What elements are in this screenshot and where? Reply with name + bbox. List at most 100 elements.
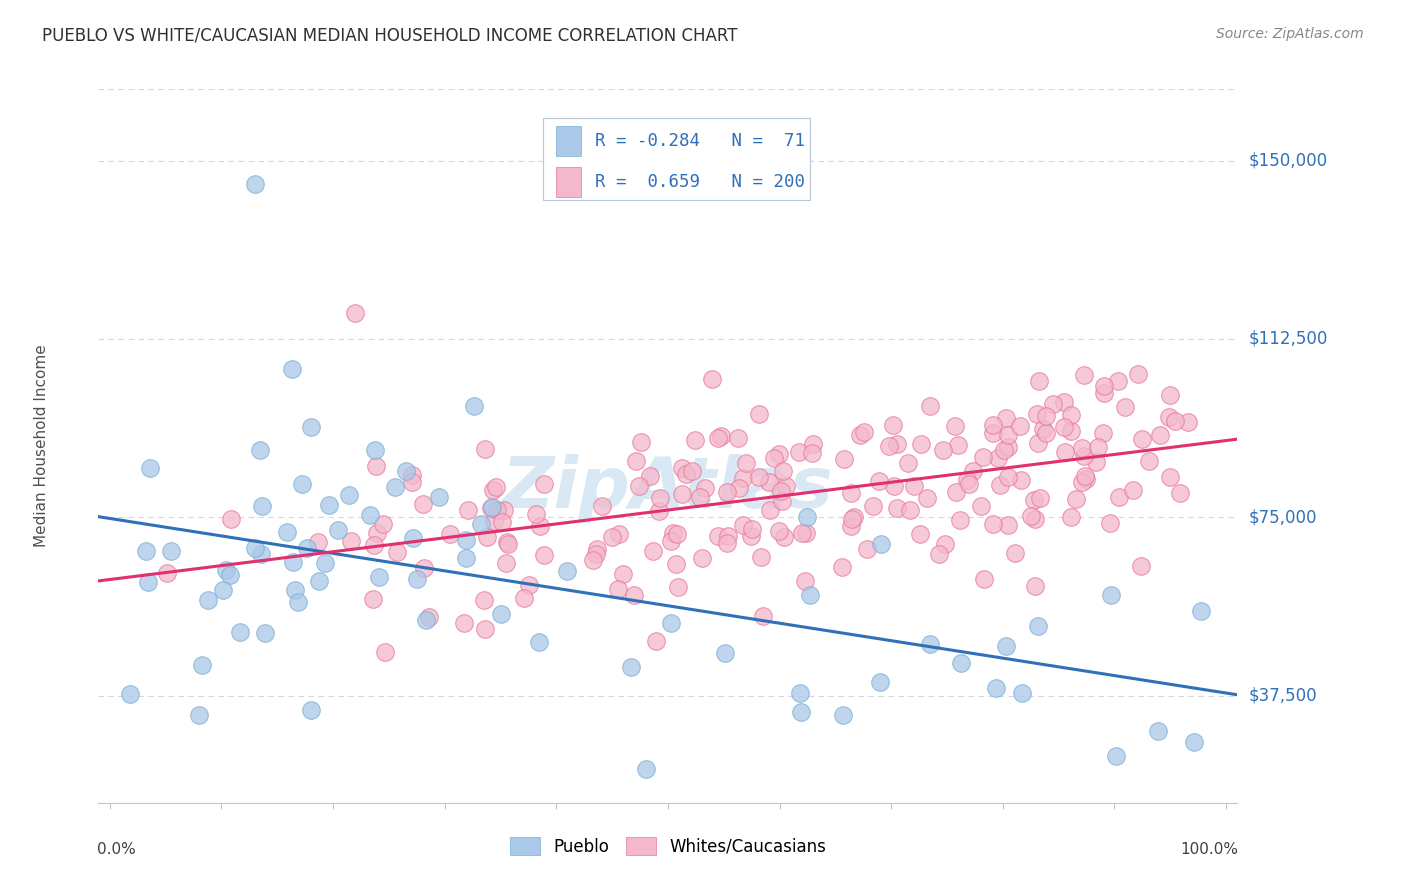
Point xyxy=(281,361,304,376)
Point xyxy=(1073,368,1095,382)
Point xyxy=(949,513,972,527)
Point xyxy=(284,583,307,598)
Point xyxy=(197,593,219,607)
Point xyxy=(997,428,1019,442)
Point xyxy=(689,491,711,505)
Point xyxy=(956,473,979,487)
Point xyxy=(533,548,555,562)
Point xyxy=(946,438,969,452)
Point xyxy=(787,445,810,459)
Point xyxy=(993,442,1015,457)
Point xyxy=(728,481,751,495)
Point xyxy=(1054,445,1077,459)
Point xyxy=(768,447,790,461)
Point xyxy=(463,399,485,413)
Point xyxy=(920,637,942,651)
Point xyxy=(472,592,495,607)
Point xyxy=(659,615,682,630)
Point xyxy=(600,529,623,543)
Point xyxy=(681,464,703,478)
Point xyxy=(482,483,505,497)
Point xyxy=(903,479,925,493)
Point xyxy=(1092,378,1115,392)
Point xyxy=(1028,491,1050,505)
Point xyxy=(454,551,477,566)
Point xyxy=(882,417,904,432)
Text: R =  0.659   N = 200: R = 0.659 N = 200 xyxy=(595,173,806,191)
Point xyxy=(839,485,862,500)
Point xyxy=(1053,420,1076,434)
Point xyxy=(862,499,884,513)
Point xyxy=(842,509,865,524)
Point xyxy=(1137,453,1160,467)
Point xyxy=(1159,409,1181,424)
Point xyxy=(773,530,796,544)
Point xyxy=(918,399,941,413)
Text: Median Household Income: Median Household Income xyxy=(34,344,49,548)
Point xyxy=(276,524,298,539)
Point xyxy=(910,436,932,450)
Point xyxy=(219,568,242,582)
Point xyxy=(413,561,436,575)
Point xyxy=(1098,516,1121,530)
Point xyxy=(799,588,821,602)
Point xyxy=(943,419,966,434)
Point xyxy=(713,646,735,660)
Point xyxy=(326,523,349,537)
Point xyxy=(671,487,693,501)
Point xyxy=(496,537,519,551)
FancyBboxPatch shape xyxy=(557,126,581,156)
Point xyxy=(314,557,336,571)
Point xyxy=(630,435,652,450)
Point xyxy=(769,483,792,498)
Point xyxy=(1122,483,1144,497)
Point xyxy=(868,474,890,488)
Point xyxy=(997,440,1019,454)
Point xyxy=(527,634,550,648)
Point xyxy=(716,484,738,499)
FancyBboxPatch shape xyxy=(543,118,810,200)
Point xyxy=(748,407,770,421)
Point xyxy=(299,703,322,717)
Point xyxy=(412,497,434,511)
Point xyxy=(1026,436,1049,450)
Point xyxy=(949,656,972,670)
Text: R = -0.284   N =  71: R = -0.284 N = 71 xyxy=(595,132,806,150)
Point xyxy=(1177,415,1199,429)
Point xyxy=(886,501,908,516)
Point xyxy=(994,639,1017,653)
Point xyxy=(898,503,921,517)
Point xyxy=(994,411,1017,425)
Point xyxy=(1032,422,1054,436)
Point xyxy=(983,425,1005,440)
Point xyxy=(883,479,905,493)
Point xyxy=(366,526,388,541)
Point xyxy=(988,478,1011,492)
Point xyxy=(751,550,773,565)
Point xyxy=(1074,468,1097,483)
Point xyxy=(741,522,763,536)
Point xyxy=(371,516,394,531)
Point xyxy=(485,503,508,517)
Point xyxy=(187,707,209,722)
Point xyxy=(717,529,740,543)
Point xyxy=(1026,407,1049,421)
Point xyxy=(586,541,609,556)
Point xyxy=(418,609,440,624)
Point xyxy=(439,527,461,541)
Point xyxy=(250,547,273,561)
Point xyxy=(1024,493,1046,508)
Point xyxy=(405,572,427,586)
Point xyxy=(870,537,893,551)
Point xyxy=(120,687,142,701)
Point xyxy=(1024,579,1046,593)
Point xyxy=(591,499,613,513)
Point xyxy=(519,578,541,592)
Point xyxy=(1130,433,1153,447)
Point xyxy=(1159,388,1181,402)
Point xyxy=(287,595,309,609)
Point xyxy=(1042,396,1064,410)
Point xyxy=(794,526,817,541)
Point xyxy=(638,469,661,483)
Point xyxy=(983,516,1005,531)
